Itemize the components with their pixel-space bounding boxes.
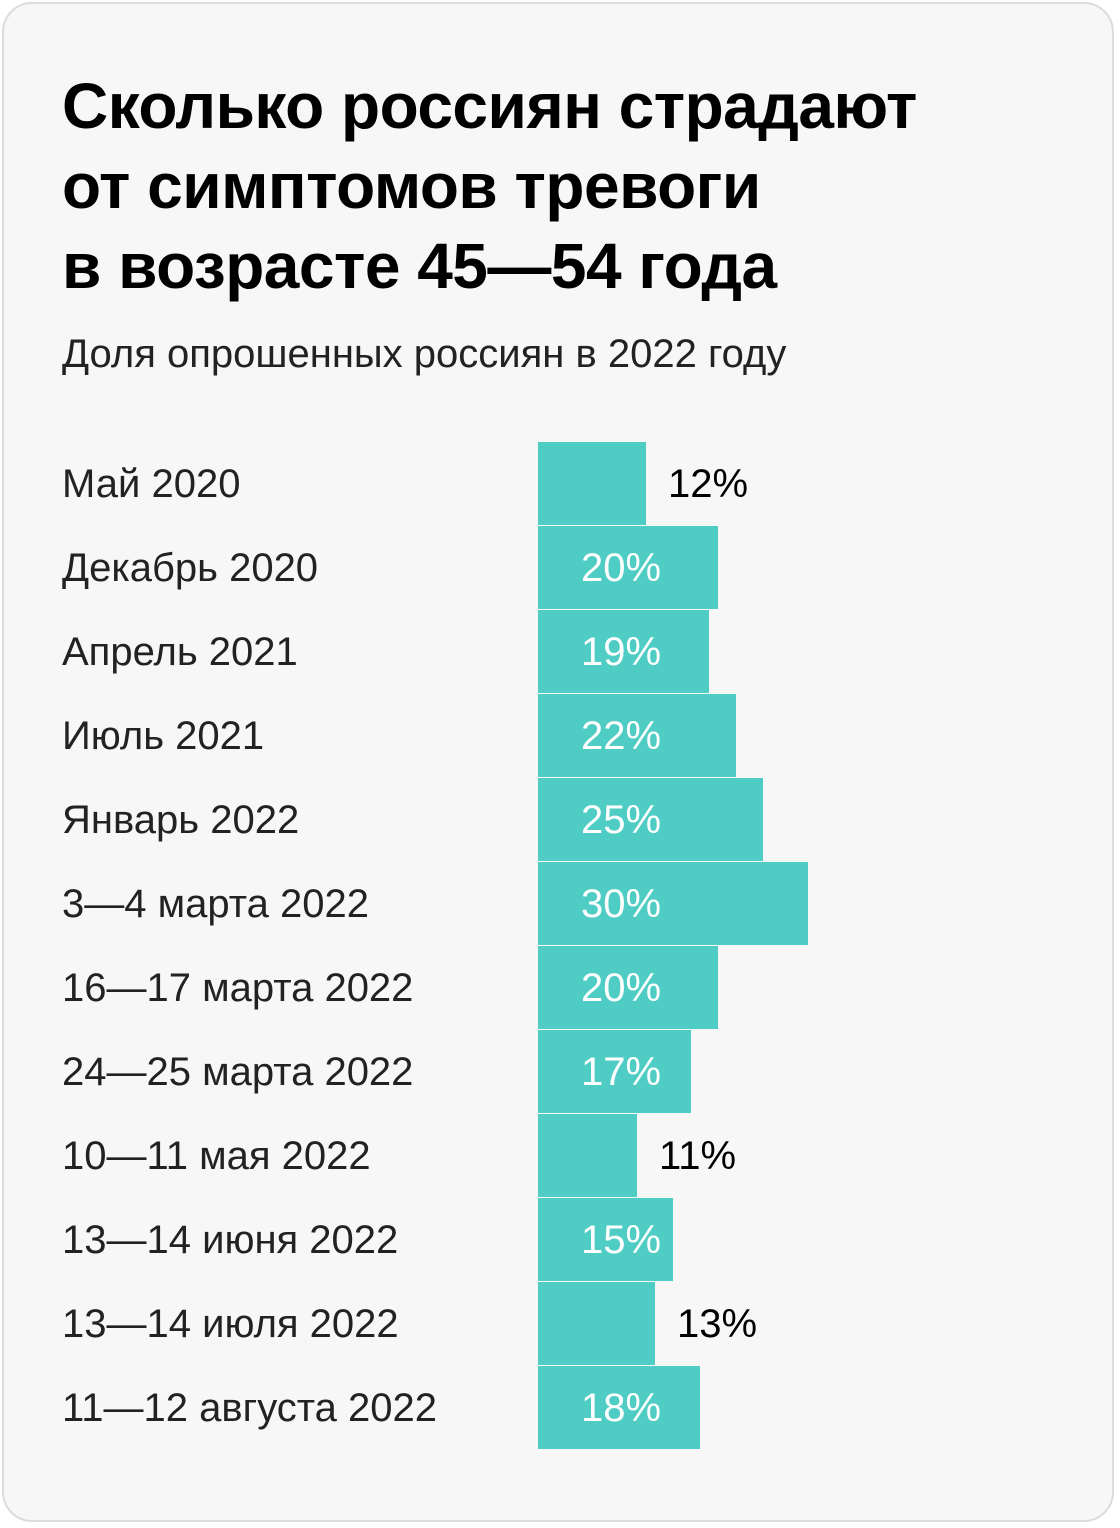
value-label: 20% <box>581 546 661 590</box>
bar-1 <box>538 442 646 525</box>
bar-6 <box>538 862 808 945</box>
value-label: 19% <box>581 630 661 674</box>
value-label: 13% <box>677 1302 757 1346</box>
bar-8 <box>538 1030 691 1113</box>
bar-10 <box>538 1198 673 1281</box>
title-line-2: от симптомов тревоги <box>62 150 761 222</box>
bar-chart: Май 2020 12% Декабрь 2020 20% Апрель 2021 19%… <box>62 442 808 1449</box>
bar-4 <box>538 694 736 777</box>
category-label: Январь 2022 <box>62 798 299 842</box>
value-label: 25% <box>581 798 661 842</box>
chart-subtitle: Доля опрошенных россиян в 2022 году <box>62 332 787 376</box>
category-label: Июль 2021 <box>62 714 264 758</box>
bar-2 <box>538 526 718 609</box>
value-label: 20% <box>581 966 661 1010</box>
bar-7 <box>538 946 718 1029</box>
bar-9 <box>538 1114 637 1197</box>
value-label: 12% <box>668 462 748 506</box>
bar-5 <box>538 778 763 861</box>
bar-3 <box>538 610 709 693</box>
category-label: Май 2020 <box>62 462 240 506</box>
value-label: 22% <box>581 714 661 758</box>
category-label: Декабрь 2020 <box>62 546 318 590</box>
category-label: 24—25 марта 2022 <box>62 1050 413 1094</box>
bar-12 <box>538 1366 700 1449</box>
category-label: Апрель 2021 <box>62 630 298 674</box>
title-line-1: Сколько россиян страдают <box>62 70 917 142</box>
title-line-3: в возрасте 45—54 года <box>62 230 777 302</box>
value-label: 30% <box>581 882 661 926</box>
value-label: 11% <box>659 1134 736 1178</box>
category-label: 11—12 августа 2022 <box>62 1386 437 1430</box>
value-label: 15% <box>581 1218 661 1262</box>
bar-11 <box>538 1282 655 1365</box>
category-label: 13—14 июля 2022 <box>62 1302 399 1346</box>
chart-title: Сколько россиян страдают от симптомов тр… <box>62 66 1062 306</box>
category-label: 16—17 марта 2022 <box>62 966 413 1010</box>
value-label: 17% <box>581 1050 661 1094</box>
value-label: 18% <box>581 1386 661 1430</box>
category-label: 10—11 мая 2022 <box>62 1134 371 1178</box>
category-label: 3—4 марта 2022 <box>62 882 369 926</box>
category-label: 13—14 июня 2022 <box>62 1218 398 1262</box>
